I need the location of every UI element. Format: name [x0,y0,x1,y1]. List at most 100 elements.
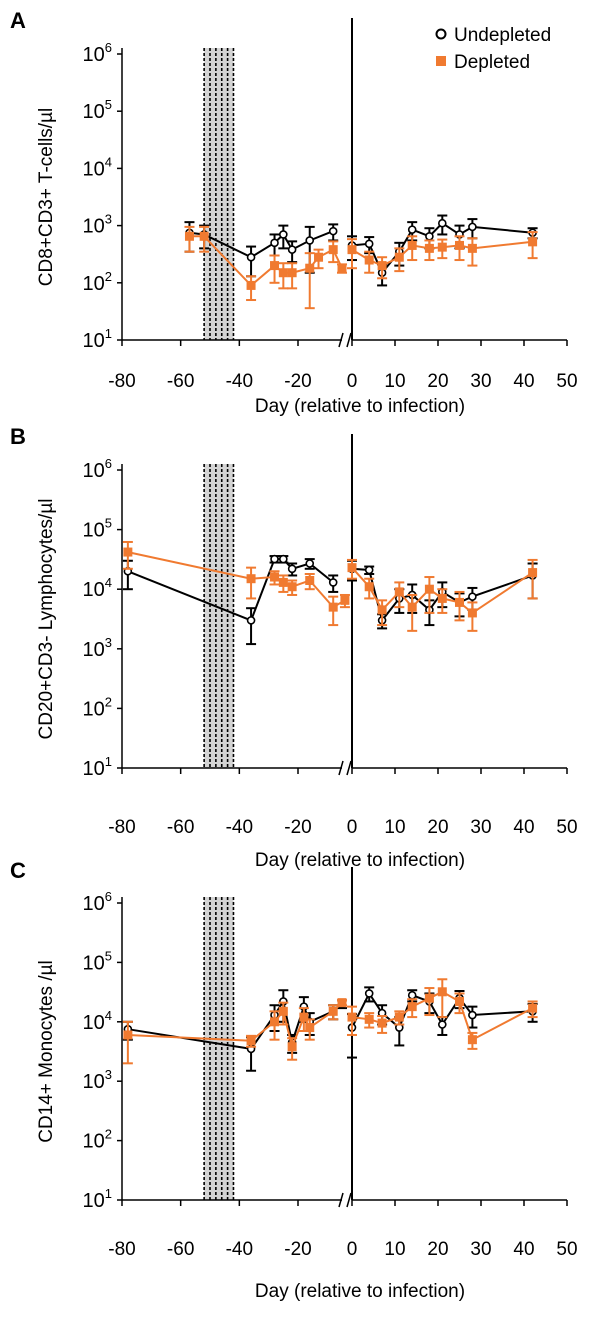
x-tick-label: -80 [108,1239,135,1260]
data-point [246,1036,256,1046]
depletion-band [204,464,234,768]
y-tick-base: 10 [83,330,105,352]
data-point [287,245,297,254]
y-axis-title: CD14+ Monocytes /µl [36,960,57,1143]
data-point [364,565,374,575]
y-tick-base: 10 [83,579,105,601]
y-tick-label: 103 [83,1067,112,1093]
data-point [337,263,347,273]
data-point [328,245,338,255]
panel-label: A [10,8,26,33]
x-tick-label: 50 [556,1239,577,1260]
series-line [351,991,533,1030]
x-tick-label: 20 [427,817,448,838]
y-tick-label: 101 [83,1186,112,1212]
data-point [424,243,434,253]
data-point [437,987,447,997]
y-tick-exponent: 2 [105,1127,112,1142]
x-tick-label: -40 [226,817,253,838]
data-point [328,602,338,612]
series-line [351,240,533,267]
legend-marker [435,28,447,40]
x-tick-label: 40 [513,1239,534,1260]
data-point [364,255,374,265]
y-tick-exponent: 6 [105,456,112,471]
data-point [184,231,194,241]
x-tick-label: 10 [384,371,405,392]
y-axis-title: CD8+CD3+ T-cells/µl [36,108,57,287]
data-point [347,1012,357,1022]
x-tick-label: -40 [226,1239,253,1260]
data-point [364,239,374,249]
data-point [424,993,434,1003]
data-point [347,245,357,255]
data-point [364,1014,374,1024]
series-undepleted [184,214,538,287]
series-depleted [122,540,538,632]
data-point [437,593,447,603]
data-point [467,243,477,253]
x-tick-label: 20 [427,1239,448,1260]
y-tick-base: 10 [83,893,105,915]
data-point [270,572,280,582]
data-point [364,989,374,998]
y-tick-label: 106 [83,889,112,915]
data-point [394,587,404,597]
y-tick-base: 10 [83,639,105,661]
data-point [455,597,464,607]
x-axis-title: Day (relative to infection) [255,1281,465,1302]
data-point [437,1020,447,1029]
data-point [299,1012,309,1022]
y-tick-label: 102 [83,1127,112,1153]
y-tick-label: 104 [83,154,112,180]
data-point [279,554,288,564]
data-point [270,1017,280,1027]
y-tick-base: 10 [83,698,105,720]
legend-label: Undepleted [454,25,551,46]
data-point [287,582,297,592]
data-point [467,1035,477,1045]
y-tick-base: 10 [83,1190,105,1212]
y-tick-base: 10 [83,158,105,180]
y-tick-label: 105 [83,516,112,542]
y-tick-exponent: 3 [105,212,112,227]
y-tick-exponent: 4 [105,154,112,169]
data-point [347,563,357,573]
y-tick-exponent: 2 [105,694,112,709]
x-axis-title: Day (relative to infection) [255,396,465,417]
data-point [270,261,280,271]
data-point [246,616,256,625]
axis-break [338,332,344,348]
x-tick-label: 10 [384,1239,405,1260]
x-tick-label: 50 [556,371,577,392]
data-point [287,1042,297,1052]
data-point [455,996,464,1006]
y-tick-exponent: 6 [105,889,112,904]
data-point [437,218,447,228]
data-point [305,263,315,273]
x-tick-label: -60 [167,817,194,838]
data-point [407,240,417,250]
data-point [123,1030,133,1040]
x-tick-label: 20 [427,371,448,392]
data-point [394,1012,404,1022]
panel-label: B [10,424,26,449]
data-point [246,574,256,584]
panel-label: C [10,858,26,883]
axis-break [346,1192,352,1208]
data-point [328,226,338,236]
x-tick-label: 30 [470,371,491,392]
data-point [279,230,288,239]
x-tick-label: 0 [347,817,358,838]
y-tick-exponent: 1 [105,1186,112,1201]
legend-marker [436,56,446,66]
legend-label: Depleted [454,52,530,73]
data-point [270,554,279,564]
data-point [528,237,538,247]
data-point [437,242,447,252]
data-point [424,584,434,594]
data-point [278,268,288,278]
series-depleted [122,978,538,1065]
